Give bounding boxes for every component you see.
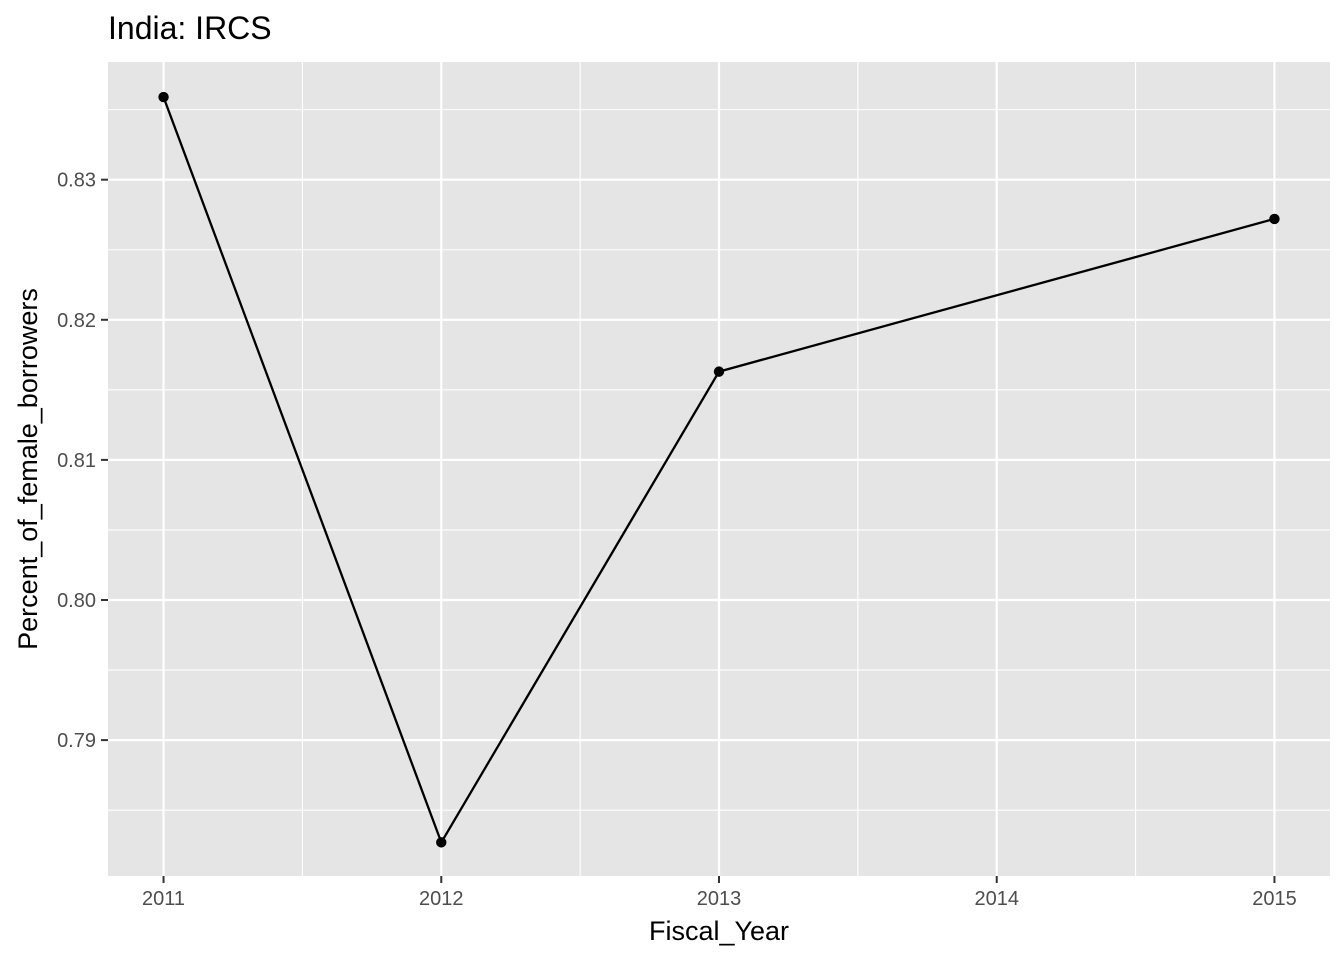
y-axis-title: Percent_of_female_borrowers xyxy=(13,288,43,650)
x-tick-label: 2015 xyxy=(1252,888,1297,910)
x-tick-label: 2012 xyxy=(419,888,464,910)
y-axis: 0.79 0.80 0.81 0.82 0.83 xyxy=(57,170,108,752)
x-axis: 2011 2012 2013 2014 2015 xyxy=(142,876,1297,910)
x-tick-label: 2011 xyxy=(142,888,185,910)
chart-title: India: IRCS xyxy=(108,10,272,46)
data-layer xyxy=(158,91,1280,848)
major-gridlines xyxy=(108,62,1330,876)
data-point xyxy=(158,91,169,103)
y-tick-label: 0.83 xyxy=(57,170,96,192)
y-tick-label: 0.82 xyxy=(57,310,96,332)
y-tick-label: 0.81 xyxy=(57,450,96,472)
x-axis-title: Fiscal_Year xyxy=(649,916,789,946)
x-tick-label: 2014 xyxy=(974,888,1019,910)
y-tick-label: 0.79 xyxy=(57,730,96,752)
data-point xyxy=(713,366,725,377)
data-point xyxy=(1269,213,1280,225)
x-tick-label: 2013 xyxy=(697,888,742,910)
series-line xyxy=(162,96,1275,844)
y-tick-label: 0.80 xyxy=(57,590,96,612)
data-point xyxy=(436,837,447,848)
